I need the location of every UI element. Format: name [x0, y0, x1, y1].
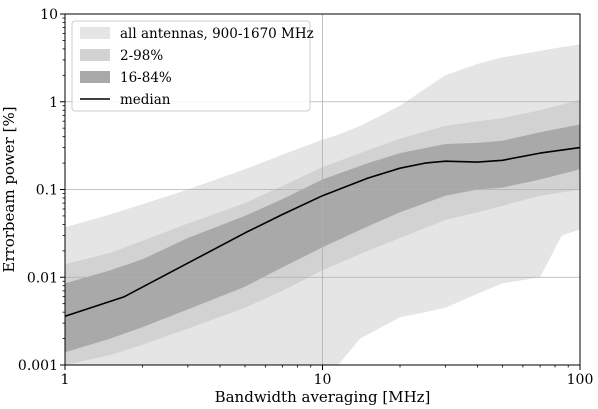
y-tick-label: 0.01 [27, 270, 58, 286]
legend-label: 2-98% [120, 48, 163, 64]
y-tick-label: 0.1 [36, 183, 58, 199]
legend-label: 16-84% [120, 70, 172, 86]
x-tick-label: 10 [314, 372, 332, 388]
tick-layer: 1 10 100 0.001 0.01 0.1 1 10 [18, 7, 593, 388]
y-tick-label: 0.001 [18, 358, 58, 374]
x-axis-label: Bandwidth averaging [MHz] [215, 388, 431, 406]
legend-swatch [80, 49, 110, 61]
x-tick-label: 100 [567, 372, 594, 388]
legend-box [71, 20, 311, 112]
line-layer [64, 146, 581, 317]
legend: all antennas, 900-1670 MHz 2-98% 16-84% med… [71, 20, 314, 112]
y-tick-label: 1 [49, 95, 58, 111]
legend-swatch [80, 27, 110, 39]
y-tick-label: 10 [40, 7, 58, 23]
legend-swatch [80, 71, 110, 83]
series-line-median [64, 146, 581, 317]
legend-label: all antennas, 900-1670 MHz [120, 26, 314, 42]
y-axis-label: Errorbeam power [%] [0, 106, 18, 272]
x-tick-label: 1 [61, 372, 70, 388]
legend-label: median [120, 92, 171, 108]
